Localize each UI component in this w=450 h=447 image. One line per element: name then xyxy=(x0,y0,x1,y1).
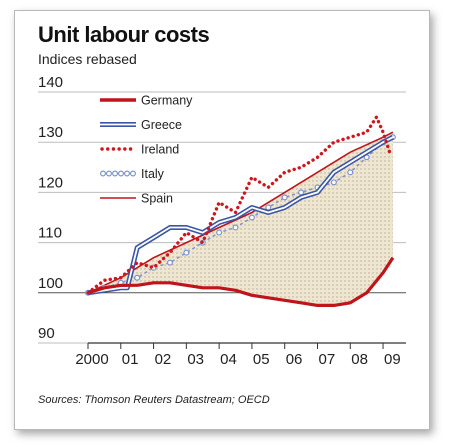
y-tick-label: 110 xyxy=(38,225,62,242)
legend-label-italy: Italy xyxy=(141,167,165,181)
x-tick-label: 05 xyxy=(253,351,270,368)
x-tick-label: 07 xyxy=(318,351,335,368)
series-italy-point xyxy=(183,249,190,256)
legend-ring xyxy=(117,170,124,177)
x-tick-label: 03 xyxy=(187,351,204,368)
x-tick-label: 06 xyxy=(286,351,303,368)
series-italy-point xyxy=(281,194,288,201)
legend-label-spain: Spain xyxy=(141,192,173,206)
series-italy-point xyxy=(298,189,305,196)
x-tick-label: 09 xyxy=(384,351,401,368)
series-greece-line-inner xyxy=(87,136,394,294)
series-italy-point xyxy=(265,204,272,211)
y-tick-label: 130 xyxy=(38,124,63,141)
y-tick-label: 90 xyxy=(38,325,55,342)
x-tick-label: 02 xyxy=(155,351,172,368)
x-tick-label: 01 xyxy=(122,351,139,368)
legend-ring xyxy=(105,170,112,177)
series-italy-point xyxy=(232,224,239,231)
series-germany-line xyxy=(87,256,395,307)
legend-swatch-italy xyxy=(99,170,137,177)
series-italy-point xyxy=(216,229,223,236)
legend-label-germany: Germany xyxy=(141,94,193,108)
series-italy-point xyxy=(347,169,354,176)
legend-ring xyxy=(111,170,118,177)
x-tick-label: 08 xyxy=(351,351,368,368)
legend-ring xyxy=(130,170,137,177)
chart-subtitle: Indices rebased xyxy=(38,51,137,67)
legend-label-ireland: Ireland xyxy=(141,143,179,157)
legend-ring xyxy=(123,170,130,177)
series-ireland-line xyxy=(86,113,392,295)
chart-source: Sources: Thomson Reuters Datastream; OEC… xyxy=(38,394,270,406)
series-italy-line xyxy=(87,136,394,294)
series-italy-point xyxy=(330,179,337,186)
divergence-shading xyxy=(88,132,393,306)
y-tick-label: 100 xyxy=(38,275,63,292)
series-italy-point xyxy=(248,214,255,221)
series-italy-point xyxy=(166,259,173,266)
x-tick-label: 2000 xyxy=(75,351,108,368)
legend-ring xyxy=(99,170,106,177)
chart-title: Unit labour costs xyxy=(38,22,210,47)
legend-label-greece: Greece xyxy=(141,118,182,132)
x-tick-label: 04 xyxy=(220,351,237,368)
y-tick-label: 140 xyxy=(38,74,63,91)
y-tick-label: 120 xyxy=(38,174,63,191)
series-italy-point xyxy=(134,274,141,281)
